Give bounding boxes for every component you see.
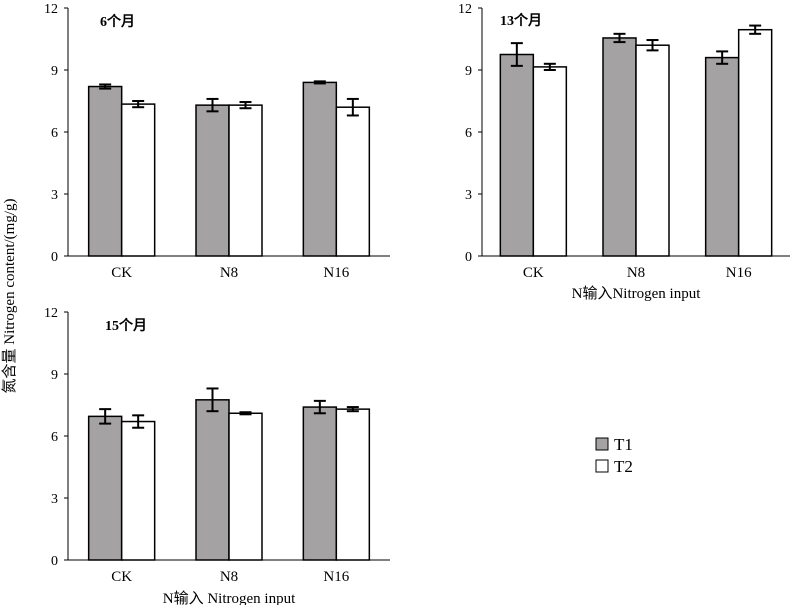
y-tick-label: 3 — [465, 188, 472, 203]
x-tick-label: N16 — [323, 265, 349, 281]
bar-T1-CK — [87, 415, 123, 561]
bar-T2-N16 — [335, 408, 371, 561]
error-bar-T2-CK — [132, 100, 145, 109]
y-tick-label: 0 — [51, 250, 58, 265]
y-tick-label: 6 — [465, 126, 472, 141]
bar-T1-N16 — [704, 56, 740, 257]
x-tick-label: CK — [111, 569, 132, 585]
error-bar-T1-CK — [99, 408, 112, 425]
error-bar-T2-N16 — [346, 406, 359, 413]
bar-T2-N8 — [635, 44, 670, 257]
y-tick-label: 6 — [51, 430, 58, 445]
bar-T2-N16 — [335, 106, 371, 257]
y-tick-label: 9 — [51, 368, 58, 383]
x-tick-label: N16 — [323, 569, 349, 585]
legend-label: T1 — [614, 435, 633, 454]
error-bar-T2-N8 — [239, 101, 252, 110]
y-axis-label: 氮含量 Nitrogen content/(mg/g) — [1, 199, 18, 394]
bar-T1-CK — [499, 53, 535, 257]
bar-T1-N8 — [602, 37, 637, 257]
y-tick-label: 12 — [44, 2, 58, 17]
error-bar-T1-N16 — [716, 50, 729, 65]
bar-T1-N8 — [195, 399, 230, 561]
x-axis-label: N输入Nitrogen input — [572, 285, 702, 302]
error-bar-T2-N8 — [646, 39, 659, 52]
panel-title: 6个月 — [100, 13, 135, 30]
error-bar-T1-CK — [99, 83, 112, 90]
legend-item-T1: T1 — [595, 435, 633, 454]
error-bar-T1-N16 — [313, 80, 326, 85]
error-bar-T1-N8 — [613, 32, 626, 44]
error-bar-T2-CK — [543, 62, 556, 71]
legend-swatch — [595, 459, 609, 473]
y-tick-label: 3 — [51, 188, 58, 203]
bar-T1-N16 — [302, 81, 338, 257]
x-axis-label: N输入 Nitrogen input — [163, 590, 296, 605]
panel-title: 13个月 — [500, 12, 542, 29]
y-tick-label: 9 — [465, 64, 472, 79]
bar-T2-CK — [120, 103, 156, 257]
x-tick-label: N8 — [220, 265, 238, 281]
legend-label: T2 — [614, 457, 633, 476]
bar-T2-CK — [120, 420, 156, 561]
error-bar-T1-N8 — [206, 97, 219, 113]
error-bar-T1-N16 — [313, 399, 326, 415]
y-tick-label: 12 — [44, 306, 58, 321]
x-tick-label: N8 — [627, 265, 645, 281]
x-tick-label: N8 — [220, 569, 238, 585]
bar-T2-CK — [532, 66, 568, 257]
y-tick-label: 3 — [51, 492, 58, 507]
y-tick-label: 0 — [465, 250, 472, 265]
x-tick-label: CK — [523, 265, 544, 281]
chart-panels: 0 3 6 9 12 CK N8 N16 6个月 0 3 6 9 12 CK N8 N16 13个月 N输入Nitr… — [44, 2, 790, 605]
bar-T1-N16 — [302, 406, 338, 561]
bar-T1-CK — [87, 85, 123, 257]
chart-panel-1: 0 3 6 9 12 CK N8 N16 6个月 — [44, 2, 390, 281]
bar-T2-N8 — [228, 104, 263, 257]
bar-T2-N16 — [737, 28, 773, 257]
error-bar-T2-N8 — [239, 411, 252, 416]
error-bar-T2-CK — [132, 414, 145, 429]
bar-T2-N8 — [228, 412, 263, 561]
legend-item-T2: T2 — [595, 457, 633, 476]
bar-T1-N8 — [195, 104, 230, 257]
error-bar-T1-CK — [510, 42, 523, 67]
y-tick-label: 9 — [51, 64, 58, 79]
y-tick-label: 0 — [51, 554, 58, 569]
error-bar-T2-N16 — [749, 24, 762, 35]
y-tick-label: 12 — [458, 2, 472, 17]
chart-panel-3: 0 3 6 9 12 CK N8 N16 15个月 N输入 Nitrogen input — [44, 306, 390, 605]
legend-swatch — [595, 437, 609, 451]
x-tick-label: N16 — [726, 265, 752, 281]
x-tick-label: CK — [111, 265, 132, 281]
panel-title: 15个月 — [105, 317, 147, 334]
error-bar-T1-N8 — [206, 387, 219, 413]
chart-panel-2: 0 3 6 9 12 CK N8 N16 13个月 N输入Nitrogen input — [458, 2, 790, 302]
error-bar-T2-N16 — [346, 97, 359, 117]
y-tick-label: 6 — [51, 126, 58, 141]
